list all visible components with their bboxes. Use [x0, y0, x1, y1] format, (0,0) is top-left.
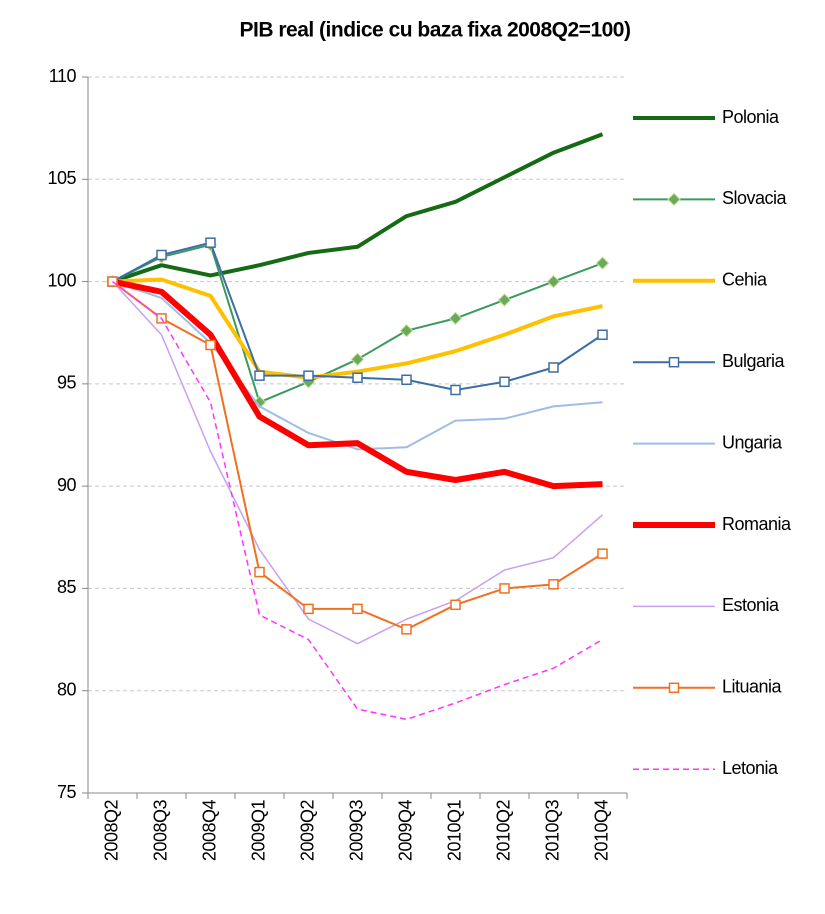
point: [254, 370, 265, 381]
y-tick-label: 100: [47, 270, 76, 290]
y-tick-label: 85: [57, 577, 77, 597]
series-line: [112, 280, 603, 721]
point: [156, 249, 167, 261]
series-line: [111, 280, 604, 631]
y-tick-label: 90: [57, 475, 77, 495]
x-tick-label: 2009Q2: [297, 800, 317, 862]
legend-marker: [667, 192, 681, 207]
point: [303, 603, 314, 615]
point: [205, 339, 216, 351]
point: [597, 329, 608, 341]
legend-label: Estonia: [722, 595, 780, 615]
x-tick-label: 2009Q1: [248, 800, 268, 862]
x-tick-label: 2009Q4: [395, 800, 415, 862]
point: [546, 274, 561, 289]
series-line: [111, 132, 604, 284]
x-tick-label: 2008Q2: [101, 800, 121, 862]
y-tick-label: 105: [47, 168, 76, 188]
point: [350, 352, 365, 367]
x-tick-label: 2009Q3: [346, 800, 366, 862]
point: [499, 376, 510, 388]
series-line: [111, 281, 603, 645]
legend-label: Ungaria: [722, 432, 783, 452]
x-tick-label: 2008Q4: [199, 800, 219, 862]
y-tick-label: 75: [57, 782, 77, 802]
legend-label: Romania: [722, 514, 792, 534]
y-tick-label: 80: [57, 679, 77, 699]
point: [548, 362, 559, 373]
point: [254, 566, 265, 578]
point: [352, 372, 363, 383]
point: [597, 548, 608, 559]
x-tick-label: 2010Q3: [542, 800, 562, 862]
point: [401, 624, 412, 635]
legend-label: Bulgaria: [722, 351, 786, 371]
x-tick-label: 2010Q1: [444, 800, 464, 862]
legend-label: Letonia: [722, 758, 779, 778]
x-tick-label: 2010Q2: [493, 800, 513, 862]
point: [548, 579, 559, 590]
chart-title: PIB real (indice cu baza fixa 2008Q2=100…: [240, 19, 631, 42]
series-line: [112, 277, 603, 380]
series-line: [112, 280, 603, 451]
x-tick-label: 2010Q4: [591, 800, 611, 862]
x-tick-label: 2008Q3: [150, 800, 170, 862]
point: [303, 370, 314, 381]
point: [595, 256, 610, 270]
point: [399, 323, 414, 338]
legend-marker: [668, 356, 680, 368]
point: [450, 599, 461, 611]
series-line: [111, 278, 603, 490]
point: [499, 583, 510, 594]
y-tick-label: 110: [49, 66, 77, 86]
point: [352, 603, 363, 615]
legend-label: Lituania: [722, 677, 783, 697]
legend-marker: [668, 682, 680, 694]
point: [497, 293, 512, 307]
legend-label: Polonia: [722, 107, 780, 127]
point: [450, 384, 461, 396]
point: [205, 237, 216, 248]
legend-label: Slovacia: [722, 188, 788, 208]
legend-label: Cehia: [722, 270, 768, 290]
y-tick-label: 95: [57, 373, 77, 393]
point: [448, 311, 463, 326]
point: [401, 374, 412, 386]
